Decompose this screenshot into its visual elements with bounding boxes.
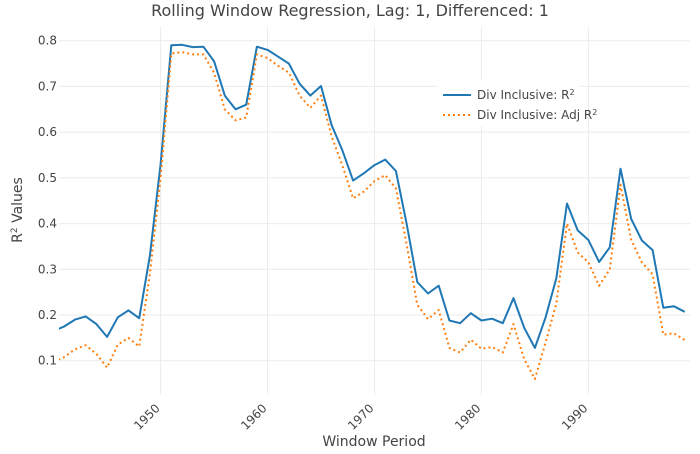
y-tick-label: 0.6	[38, 125, 57, 139]
y-tick-label: 0.4	[38, 217, 57, 231]
series-line-2	[59, 51, 686, 380]
x-tick-label: 1990	[559, 401, 590, 432]
y-tick-label: 0.5	[38, 171, 57, 185]
y-axis-title-main: R	[10, 233, 26, 243]
y-axis-title-rest: Values	[10, 177, 26, 227]
x-tick-label: 1950	[131, 401, 162, 432]
y-axis-title-sup: 2	[10, 227, 20, 233]
y-tick-label: 0.8	[38, 34, 57, 48]
x-tick-label: 1980	[452, 401, 483, 432]
y-tick-label: 0.2	[38, 308, 57, 322]
x-axis-title: Window Period	[322, 434, 425, 450]
legend: Div Inclusive: R2 Div Inclusive: Adj R2	[437, 80, 597, 126]
y-axis: 0.1 0.2 0.3 0.4 0.5 0.6 0.7 0.8	[38, 34, 57, 368]
legend-box	[437, 80, 580, 126]
series-line-1	[59, 43, 686, 349]
x-tick-label: 1960	[238, 401, 269, 432]
x-tick-label: 1970	[345, 401, 376, 432]
grid	[59, 27, 690, 395]
y-axis-title: R2 Values	[10, 177, 26, 243]
legend-label-1: Div Inclusive: R2	[477, 88, 575, 103]
y-tick-label: 0.7	[38, 79, 57, 93]
chart-title: Rolling Window Regression, Lag: 1, Diffe…	[151, 1, 549, 20]
x-axis: 1950 1960 1970 1980 1990	[131, 401, 590, 432]
y-tick-label: 0.1	[38, 354, 57, 368]
y-tick-label: 0.3	[38, 262, 57, 276]
series-lines	[59, 43, 686, 380]
legend-label-2: Div Inclusive: Adj R2	[477, 108, 597, 123]
